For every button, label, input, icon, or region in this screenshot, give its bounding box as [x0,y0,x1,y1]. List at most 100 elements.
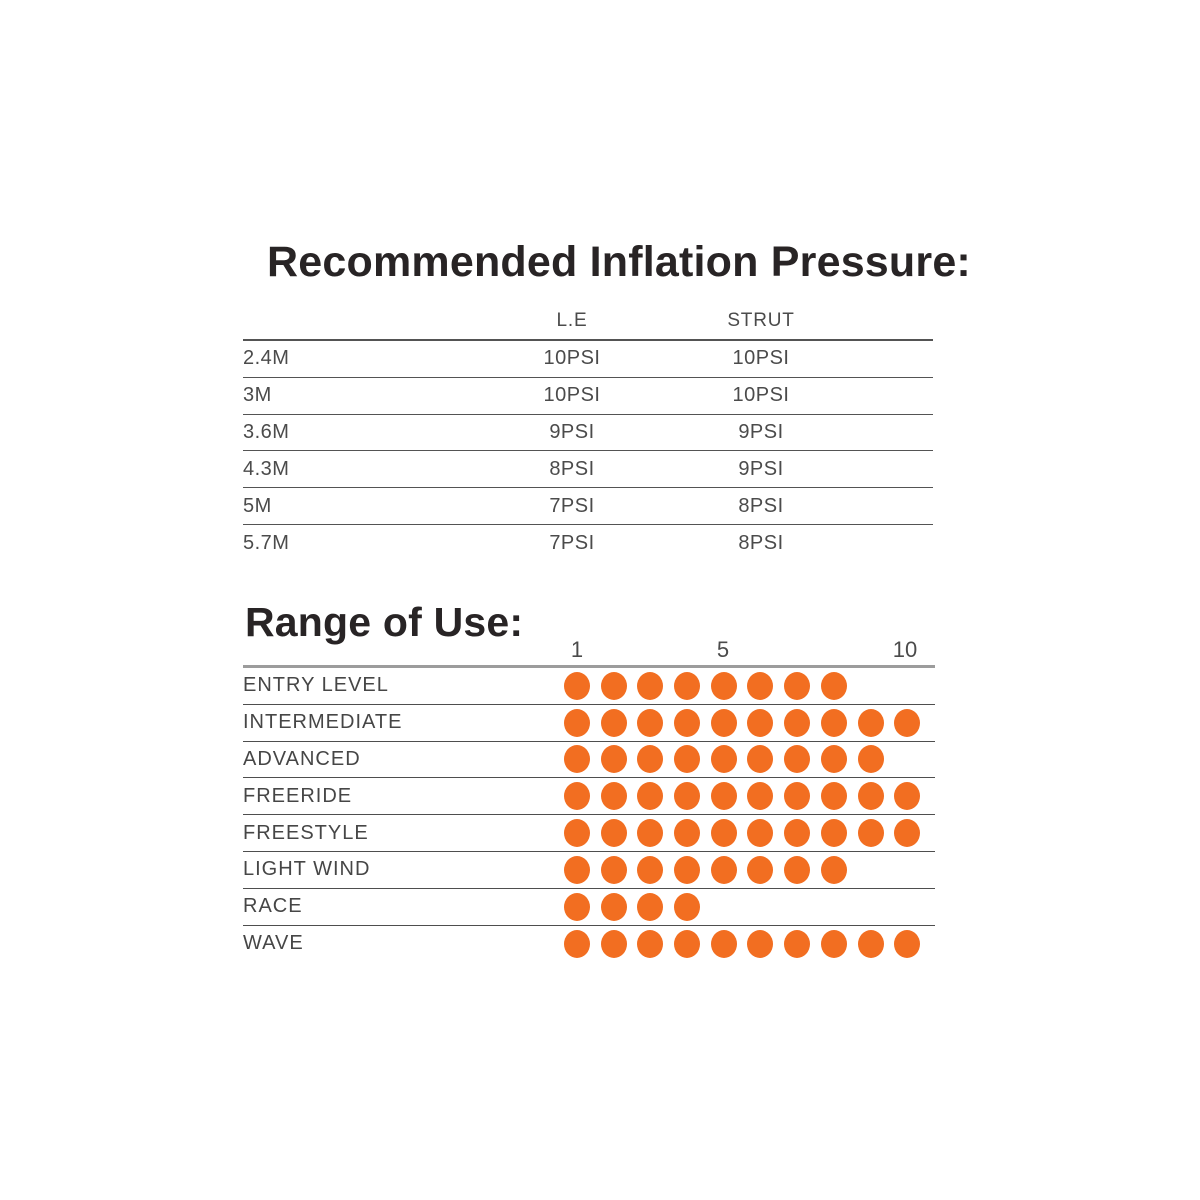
rating-dot [820,929,847,958]
range-row: FREERIDE [243,778,935,816]
range-section-title: Range of Use: [245,599,524,645]
rating-dot [600,782,627,811]
rating-dot [674,892,701,921]
rating-dot [747,819,774,848]
pressure-table-row: 3M 10PSI 10PSI [243,378,933,415]
rating-dot [674,708,701,737]
le-pressure-cell: 9PSI [549,420,595,443]
le-pressure-cell: 10PSI [543,384,601,407]
range-row-label: WAVE [243,932,304,955]
rating-dot [747,782,774,811]
rating-dot [637,671,664,700]
rating-dot [894,782,921,811]
rating-dot [894,708,921,737]
rating-dot [857,819,884,848]
rating-dot [564,892,590,921]
range-row-dots [564,819,921,848]
strut-pressure-cell: 10PSI [732,384,790,407]
kite-size-cell: 2.4M [243,347,290,370]
kite-size-cell: 4.3M [243,457,290,480]
rating-dot [747,671,774,700]
scale-tick-5: 5 [716,637,730,662]
rating-dot [894,929,921,958]
le-pressure-cell: 10PSI [543,347,601,370]
rating-dot [674,819,701,848]
rating-dot [564,929,590,958]
rating-dot [784,708,811,737]
range-row-label: ENTRY LEVEL [243,674,389,697]
range-row: ENTRY LEVEL [243,668,935,705]
range-row: RACE [243,889,935,926]
range-row-label: LIGHT WIND [243,858,371,881]
rating-dot [784,819,811,848]
pressure-table-row: 5M 7PSI 8PSI [243,488,933,525]
rating-dot [637,745,664,774]
kite-size-cell: 3M [243,384,272,407]
pressure-table-header: L.E STRUT [243,303,933,341]
strut-pressure-cell: 9PSI [738,420,784,443]
rating-dot [674,782,701,811]
pressure-table-row: 2.4M 10PSI 10PSI [243,341,933,378]
pressure-section-title: Recommended Inflation Pressure: [267,238,971,286]
rating-dot [784,782,811,811]
range-row: LIGHT WIND [243,852,935,889]
rating-dot [564,782,590,811]
rating-dot [857,745,884,774]
pressure-table-row: 4.3M 8PSI 9PSI [243,451,933,489]
rating-dot [637,708,664,737]
rating-dot [600,929,627,958]
pressure-table-row: 3.6M 9PSI 9PSI [243,415,933,452]
strut-pressure-cell: 10PSI [732,347,790,370]
range-scale-axis: 1 5 10 [243,637,935,665]
range-row-label: FREERIDE [243,784,353,807]
le-column-header: L.E [556,310,588,331]
kite-size-cell: 3.6M [243,420,290,443]
rating-dot [564,819,590,848]
rating-dot [600,855,627,884]
rating-dot [747,929,774,958]
strut-pressure-cell: 8PSI [738,531,784,554]
range-row-dots [564,892,701,921]
rating-dot [710,782,737,811]
rating-dot [894,819,921,848]
rating-dot [600,708,627,737]
rating-dot [637,819,664,848]
range-row: WAVE [243,926,935,963]
range-row-dots [564,855,847,884]
le-pressure-cell: 7PSI [549,531,595,554]
pressure-table-row: 5.7M 7PSI 8PSI [243,525,933,562]
range-row-dots [564,782,921,811]
range-row-label: INTERMEDIATE [243,711,403,734]
strut-pressure-cell: 9PSI [738,457,784,480]
pressure-table: L.E STRUT 2.4M 10PSI 10PSI 3M 10PSI 10PS… [243,303,933,562]
rating-dot [637,929,664,958]
rating-dot [820,819,847,848]
rating-dot [710,929,737,958]
rating-dot [564,671,590,700]
le-pressure-cell: 7PSI [549,494,595,517]
rating-dot [857,929,884,958]
rating-dot [600,745,627,774]
rating-dot [600,819,627,848]
rating-dot [600,892,627,921]
rating-dot [564,855,590,884]
rating-dot [637,855,664,884]
rating-dot [564,745,590,774]
range-row: INTERMEDIATE [243,705,935,742]
rating-dot [674,929,701,958]
rating-dot [784,929,811,958]
rating-dot [710,745,737,774]
range-row-label: ADVANCED [243,747,361,770]
rating-dot [674,745,701,774]
range-row: FREESTYLE [243,815,935,852]
rating-dot [820,745,847,774]
rating-dot [784,671,811,700]
rating-dot [710,671,737,700]
rating-dot [600,671,627,700]
range-row-dots [564,929,921,958]
strut-column-header: STRUT [727,310,795,331]
strut-pressure-cell: 8PSI [738,494,784,517]
range-row: ADVANCED [243,742,935,779]
rating-dot [820,671,847,700]
